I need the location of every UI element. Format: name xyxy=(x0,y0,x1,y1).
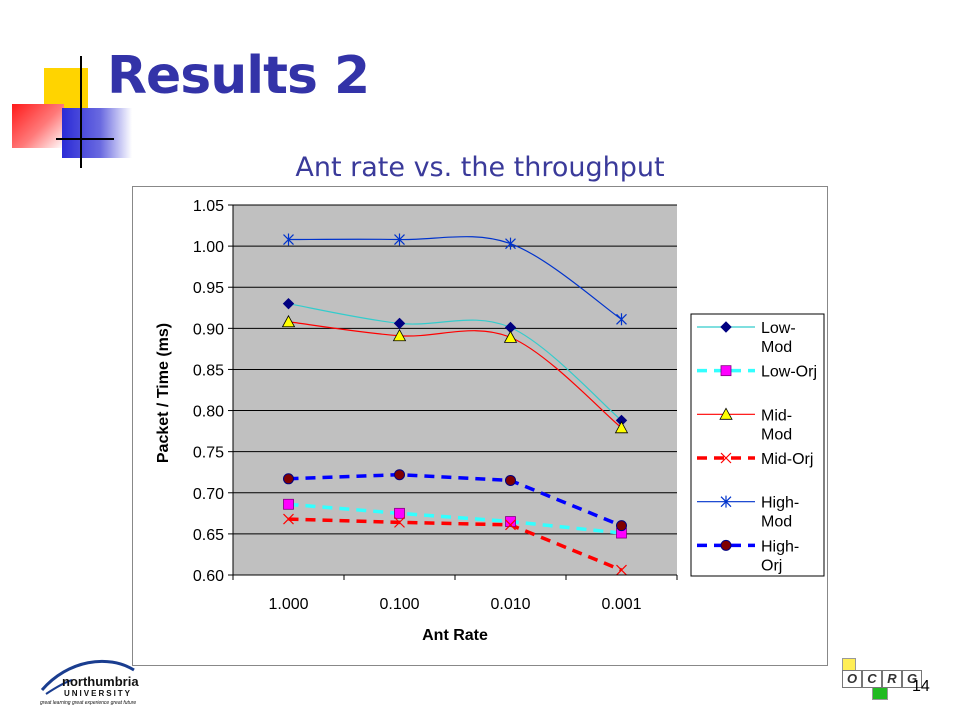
ocrg-letter-g: G xyxy=(902,670,922,688)
series-line-low-orj xyxy=(288,502,622,535)
slide-title: Results 2 xyxy=(107,46,370,106)
data-point-mid-mod xyxy=(503,330,518,343)
legend-swatch-marker xyxy=(720,495,732,508)
data-point-mid-mod xyxy=(392,328,407,342)
university-logo: northumbria UNIVERSITY great learning gr… xyxy=(38,656,178,710)
slide-number: 14 xyxy=(912,678,930,695)
x-axis-label: Ant Rate xyxy=(422,627,488,644)
series-markers xyxy=(281,233,629,576)
ocrg-square-green xyxy=(872,686,888,700)
data-point-low-mod xyxy=(393,317,406,330)
data-point-high-mod xyxy=(394,233,405,246)
legend-box xyxy=(690,313,825,577)
y-tick-label: 0.85 xyxy=(193,362,224,379)
legend-label: Orj xyxy=(761,557,782,574)
data-point-high-mod xyxy=(283,233,294,246)
y-tick-label: 1.00 xyxy=(193,239,224,256)
plot-background xyxy=(233,205,677,575)
legend-label: Mod xyxy=(761,426,792,443)
corner-line-horizontal xyxy=(56,138,114,140)
data-point-high-orj xyxy=(394,469,405,481)
data-point-high-mod xyxy=(505,237,516,250)
x-tick-label: 0.100 xyxy=(379,596,419,613)
university-sub: UNIVERSITY xyxy=(64,689,133,698)
series-lines xyxy=(288,236,623,572)
legend-label: High- xyxy=(761,495,799,512)
y-axis-label: Packet / Time (ms) xyxy=(155,323,172,463)
legend-label: Mid- xyxy=(761,407,792,424)
corner-square-blue xyxy=(62,108,132,158)
chart-title: Ant rate vs. the throughput xyxy=(295,152,665,183)
data-point-high-orj xyxy=(505,474,516,486)
legend-label: Mid-Orj xyxy=(761,451,813,468)
y-tick-label: 1.05 xyxy=(193,198,224,215)
chart-area: 0.60 0.65 0.70 0.75 0.80 0.85 0.90 0.95 1.00 1.05… xyxy=(132,186,828,666)
x-tick-label: 1.000 xyxy=(268,596,308,613)
y-tick-label: 0.70 xyxy=(193,486,224,503)
data-point-mid-mod xyxy=(614,420,629,434)
legend-label: Low- xyxy=(761,320,796,337)
chart-legend: Low- Mod Low-Orj Mid- Mod Mid-Orj High- Mod High… xyxy=(690,313,825,577)
legend-label: Mod xyxy=(761,339,792,356)
university-tagline: great learning great experience great fu… xyxy=(40,700,137,706)
y-tick-label: 0.60 xyxy=(193,568,224,585)
series-line-high-orj xyxy=(288,472,623,528)
data-point-low-orj xyxy=(394,507,405,519)
series-line-mid-mod xyxy=(288,321,622,429)
legend-swatch-marker xyxy=(720,365,732,377)
university-name: northumbria xyxy=(62,674,139,689)
data-point-high-mod xyxy=(616,313,627,326)
x-tick-label: 0.001 xyxy=(601,596,641,613)
data-point-mid-mod xyxy=(281,314,296,328)
legend-swatch-marker xyxy=(719,407,733,420)
university-logo-swoosh xyxy=(40,659,135,695)
y-tick-label: 0.90 xyxy=(193,321,224,338)
data-point-mid-orj xyxy=(394,516,405,528)
data-point-high-orj xyxy=(283,473,294,485)
ocrg-letter-c: C xyxy=(862,670,882,688)
y-tick-label: 0.95 xyxy=(193,280,224,297)
data-point-low-orj xyxy=(505,516,516,527)
plot-area xyxy=(233,204,677,576)
legend-swatch-marker xyxy=(720,321,732,333)
legend-label: High- xyxy=(761,538,799,555)
axes: 0.60 0.65 0.70 0.75 0.80 0.85 0.90 0.95 1.00 1.05… xyxy=(193,198,678,613)
series-line-mid-orj xyxy=(288,517,623,572)
legend-swatch-marker xyxy=(720,452,732,464)
y-tick-label: 0.75 xyxy=(193,445,224,462)
y-tick-label: 0.65 xyxy=(193,527,224,544)
corner-square-red xyxy=(12,104,64,148)
x-tick-label: 0.010 xyxy=(490,596,530,613)
legend-label: Mod xyxy=(761,514,792,531)
series-line-high-mod xyxy=(288,236,622,320)
line-chart: 0.60 0.65 0.70 0.75 0.80 0.85 0.90 0.95 1.00 1.05… xyxy=(155,198,825,644)
data-point-low-mod xyxy=(282,297,295,310)
y-tick-label: 0.80 xyxy=(193,404,224,421)
data-point-mid-orj xyxy=(283,513,294,525)
ocrg-letter-r: R xyxy=(882,670,902,688)
series-line-low-mod xyxy=(288,303,622,421)
data-point-low-orj xyxy=(283,498,294,510)
data-point-mid-orj xyxy=(505,519,516,531)
corner-line-vertical xyxy=(80,56,82,168)
data-point-mid-orj xyxy=(616,564,627,576)
legend-swatch-marker xyxy=(720,539,732,551)
data-point-high-orj xyxy=(616,520,627,532)
ocrg-letter-o: O xyxy=(842,670,862,688)
legend-label: Low-Orj xyxy=(761,364,817,381)
